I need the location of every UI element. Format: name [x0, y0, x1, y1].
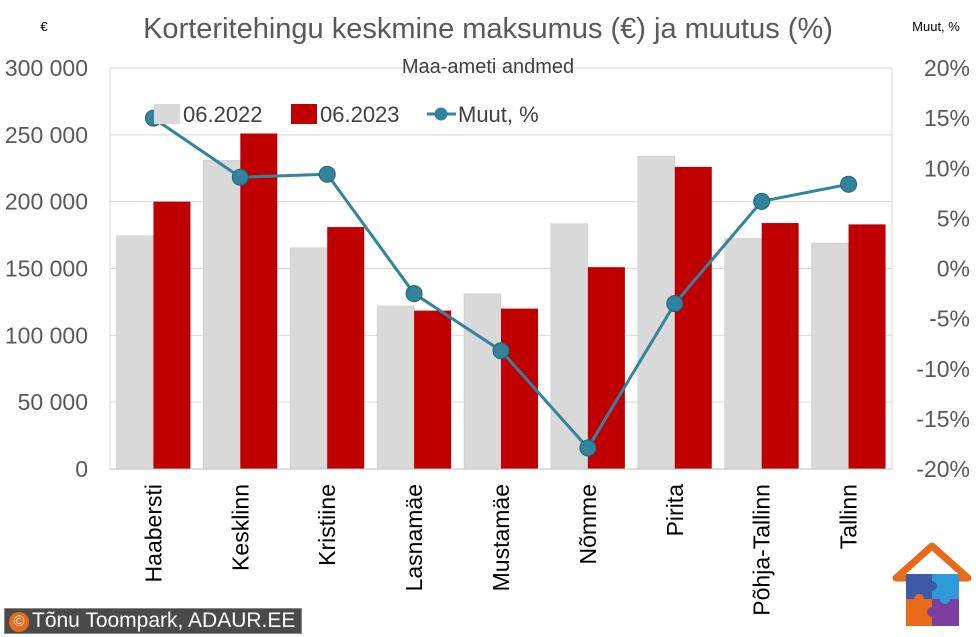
x-tick-label: Kristiine [314, 484, 340, 566]
y-right-tick-label: 0% [937, 256, 970, 282]
chart-subtitle: Maa-ameti andmed [402, 56, 574, 78]
bar-06-2022-Mustamäe [463, 293, 502, 470]
y-right-tick-label: 5% [937, 205, 970, 231]
change-point-Nõmme [579, 439, 597, 457]
x-tick-label: Põhja-Tallinn [749, 484, 775, 616]
x-tick-label: Mustamäe [488, 484, 514, 591]
adaur-logo-icon [892, 542, 972, 626]
bar-06-2022-Nõmme [550, 223, 589, 470]
bar-06-2023-Põhja-Tallinn [761, 223, 799, 469]
y-left-tick-label: 250 000 [5, 122, 88, 148]
y-left-tick-label: 50 000 [18, 389, 88, 415]
y-left-tick-label: 150 000 [5, 256, 88, 282]
y-left-tick-label: 300 000 [5, 55, 88, 81]
change-point-Lasnamäe [405, 285, 423, 303]
bar-06-2023-Pirita [674, 166, 712, 469]
x-tick-label: Lasnamäe [401, 484, 427, 591]
y-right-tick-label: 20% [924, 55, 970, 81]
y-right-tick-label: -15% [916, 406, 970, 432]
y-right-tick-label: -5% [929, 306, 970, 332]
bar-06-2022-Kristiine [289, 247, 328, 470]
x-tick-label: Pirita [662, 484, 688, 537]
bar-06-2023-Kristiine [327, 227, 365, 469]
legend-label-2023: 06.2023 [320, 102, 400, 127]
bar-06-2023-Haabersti [153, 201, 191, 469]
change-point-Kesklinn [231, 168, 249, 186]
credit-text: Tõnu Toompark, ADAUR.EE [32, 609, 296, 632]
change-point-Kristiine [318, 165, 336, 183]
y-left-unit-label: € [40, 19, 48, 34]
bar-06-2022-Haabersti [116, 235, 154, 470]
legend-swatch-2023 [291, 104, 317, 124]
y-left-tick-label: 200 000 [5, 189, 88, 215]
bar-06-2022-Põhja-Tallinn [724, 238, 762, 470]
bar-06-2023-Tallinn [848, 224, 886, 469]
bar-06-2023-Lasnamäe [414, 310, 452, 469]
chart-title: Korteritehingu keskmine maksumus (€) ja … [143, 13, 833, 45]
y-left-tick-label: 0 [75, 456, 88, 482]
y-right-tick-label: -20% [916, 456, 970, 482]
x-tick-label: Nõmme [575, 484, 601, 565]
change-point-Pirita [666, 295, 684, 313]
x-tick-label: Haabersti [140, 484, 166, 582]
y-right-tick-label: -10% [916, 356, 970, 382]
bar-06-2023-Kesklinn [240, 133, 278, 469]
y-right-tick-label: 15% [924, 105, 970, 131]
bar-06-2023-Mustamäe [501, 308, 538, 469]
change-point-Põhja-Tallinn [753, 192, 771, 210]
change-point-Tallinn [840, 175, 858, 193]
y-right-tick-label: 10% [924, 155, 970, 181]
legend-marker-swatch [434, 107, 448, 121]
axes: 0 50 000 100 000 150 000 200 000 250 000 300 0… [5, 55, 970, 616]
legend-label-2022: 06.2022 [183, 102, 263, 127]
credit-badge: © Tõnu Toompark, ADAUR.EE [4, 608, 303, 634]
copyright-icon: © [9, 612, 29, 632]
bar-series [116, 133, 886, 470]
bar-06-2022-Lasnamäe [376, 305, 415, 470]
bar-06-2022-Tallinn [811, 242, 849, 470]
line-series [144, 109, 858, 457]
y-right-unit-label: Muut, % [912, 19, 960, 34]
change-point-Mustamäe [492, 342, 510, 360]
legend-label-change: Muut, % [458, 102, 539, 127]
legend-swatch-2022 [154, 104, 180, 124]
legend: 06.2022 06.2023 Muut, % [154, 102, 539, 127]
x-tick-label: Tallinn [836, 484, 862, 549]
y-left-tick-label: 100 000 [5, 322, 88, 348]
x-tick-label: Kesklinn [227, 484, 253, 571]
bar-06-2022-Kesklinn [203, 159, 241, 470]
